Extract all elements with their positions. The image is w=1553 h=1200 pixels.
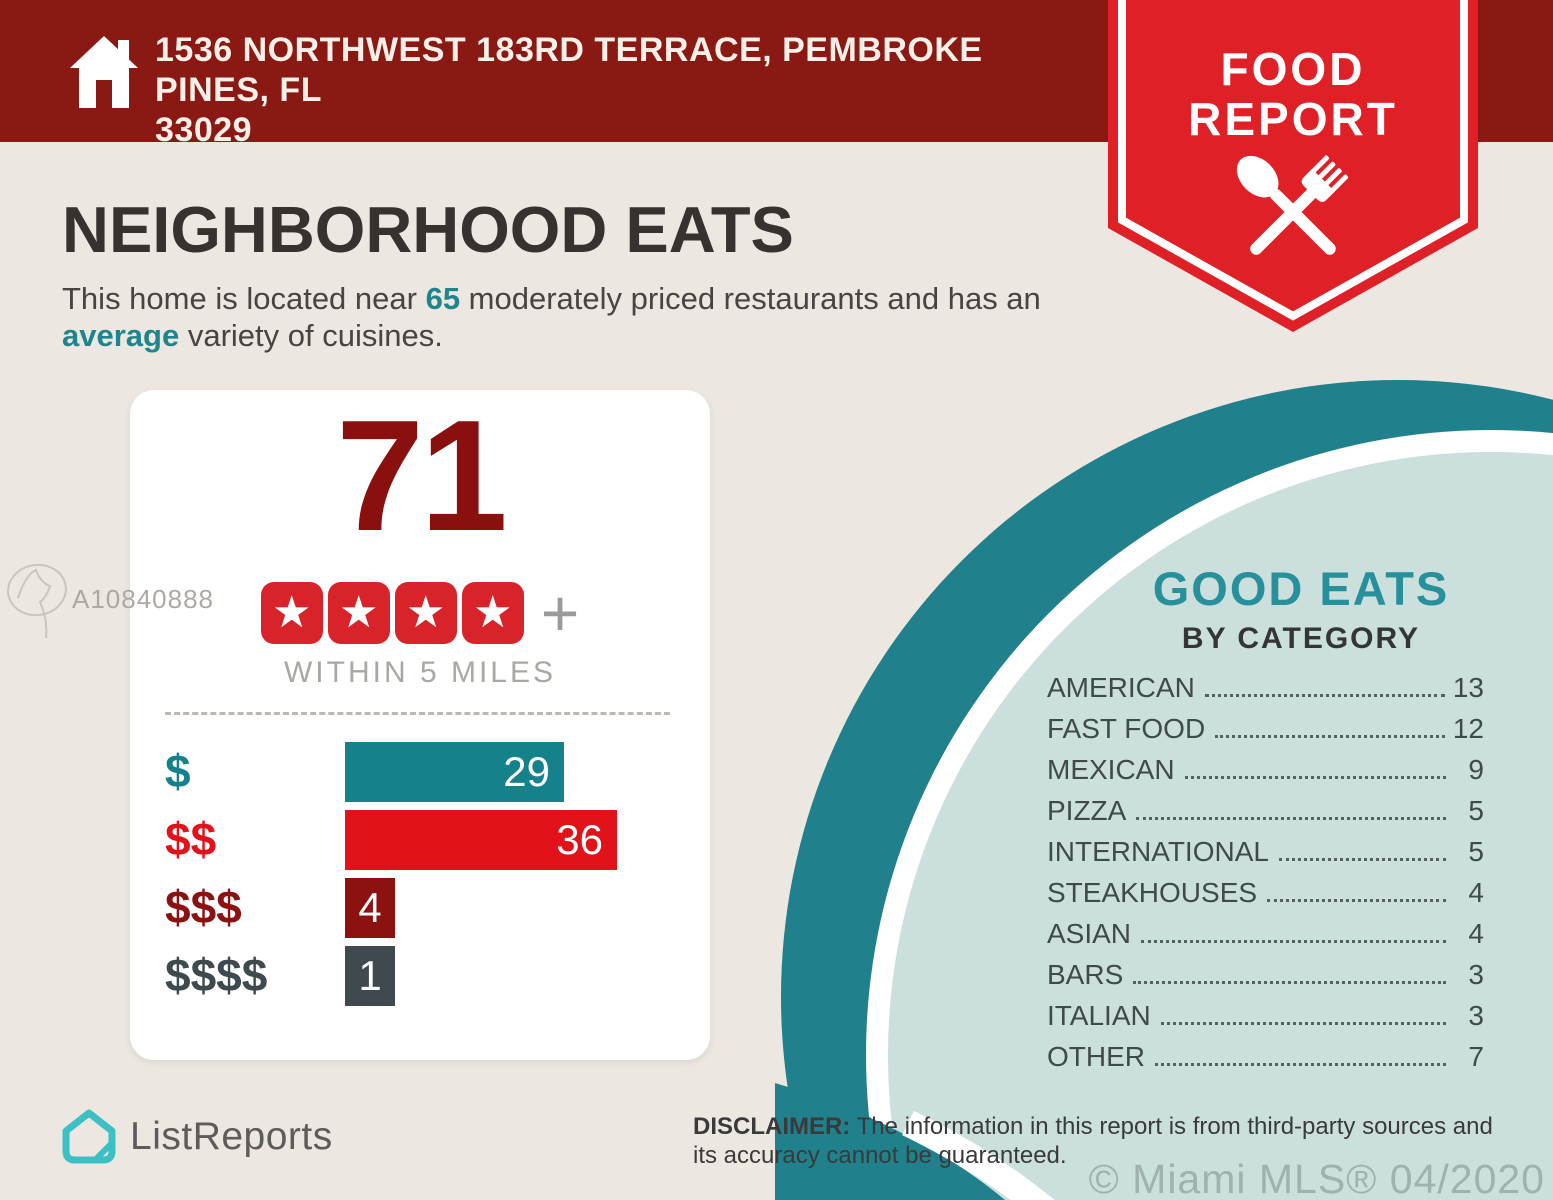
good-eats-subtitle: BY CATEGORY bbox=[1181, 622, 1421, 655]
disclaimer-label: DISCLAIMER: bbox=[693, 1113, 851, 1140]
category-row: ASIAN 4 bbox=[1047, 918, 1484, 959]
variety-highlight: average bbox=[62, 318, 180, 353]
page-title: NEIGHBORHOOD EATS bbox=[62, 193, 794, 266]
dotted-leader bbox=[1215, 735, 1445, 738]
category-row: OTHER 7 bbox=[1047, 1041, 1484, 1082]
listreports-logo-text: ListReports bbox=[130, 1115, 333, 1158]
food-report-ribbon: FOOD REPORT bbox=[1108, 0, 1478, 332]
star-rating: ★ ★ ★ ★ + bbox=[130, 580, 710, 646]
good-eats-header: GOOD EATS BY CATEGORY bbox=[1051, 561, 1551, 656]
dotted-leader bbox=[1155, 1063, 1446, 1066]
price-tier-bar: 4 bbox=[345, 878, 395, 938]
dotted-leader bbox=[1184, 776, 1446, 779]
star-icon: ★ bbox=[260, 582, 323, 644]
dotted-leader bbox=[1267, 899, 1446, 902]
category-count: 5 bbox=[1468, 795, 1484, 826]
category-label: STEAKHOUSES bbox=[1047, 877, 1258, 908]
price-tier-label: $$$ bbox=[165, 881, 242, 933]
category-list: AMERICAN 13 FAST FOOD 12 MEXICAN 9 PIZZA 5 INTER… bbox=[1047, 672, 1484, 1082]
category-label: OTHER bbox=[1047, 1041, 1145, 1072]
mls-credit-watermark: © Miami MLS® 04/2020 bbox=[1088, 1156, 1545, 1200]
listreports-logo-icon bbox=[62, 1109, 116, 1164]
category-count: 3 bbox=[1468, 1000, 1484, 1031]
dotted-leader bbox=[1204, 694, 1445, 697]
restaurant-count: 65 bbox=[425, 281, 461, 316]
mls-watermark-logo-icon bbox=[7, 563, 67, 639]
property-address: 1536 NORTHWEST 183RD TERRACE, PEMBROKE P… bbox=[155, 30, 1105, 150]
good-eats-title: GOOD EATS bbox=[1152, 562, 1450, 615]
summary-seg2: moderately priced restaurants and has an bbox=[460, 281, 1041, 316]
ribbon-line-1: FOOD bbox=[1221, 43, 1366, 95]
dotted-leader bbox=[1278, 858, 1446, 861]
category-label: MEXICAN bbox=[1047, 754, 1175, 785]
bar-row: $$$ 4 bbox=[130, 878, 710, 938]
category-count: 7 bbox=[1468, 1041, 1484, 1072]
category-row: ITALIAN 3 bbox=[1047, 1000, 1484, 1041]
dotted-leader bbox=[1136, 817, 1446, 820]
bar-row: $$$$ 1 bbox=[130, 946, 710, 1006]
category-label: PIZZA bbox=[1047, 795, 1127, 826]
dotted-leader bbox=[1160, 1022, 1446, 1025]
category-row: PIZZA 5 bbox=[1047, 795, 1484, 836]
price-tier-bar: 29 bbox=[345, 742, 564, 802]
category-row: STEAKHOUSES 4 bbox=[1047, 877, 1484, 918]
bar-row: $$ 36 bbox=[130, 810, 710, 870]
category-count: 9 bbox=[1468, 754, 1484, 785]
category-count: 5 bbox=[1468, 836, 1484, 867]
ribbon-line-2: REPORT bbox=[1188, 93, 1398, 145]
category-count: 4 bbox=[1468, 877, 1484, 908]
mls-id-watermark: A10840888 bbox=[6, 556, 214, 642]
address-line-1: 1536 NORTHWEST 183RD TERRACE, PEMBROKE P… bbox=[155, 31, 983, 109]
score-card: 71 ★ ★ ★ ★ + WITHIN 5 MILES $29 $$ 36 $$$ 4 $$$$ 1 bbox=[130, 390, 710, 1060]
category-label: FAST FOOD bbox=[1047, 713, 1206, 744]
category-row: BARS 3 bbox=[1047, 959, 1484, 1000]
category-count: 3 bbox=[1468, 959, 1484, 990]
dotted-leader bbox=[1141, 940, 1446, 943]
radius-label: WITHIN 5 MILES bbox=[283, 656, 557, 689]
category-count: 12 bbox=[1452, 713, 1484, 744]
restaurant-score: 71 bbox=[336, 388, 508, 564]
price-tier-bar: 1 bbox=[345, 946, 395, 1006]
listreports-logo: ListReports bbox=[60, 1108, 333, 1166]
category-label: AMERICAN bbox=[1047, 672, 1195, 703]
category-count: 13 bbox=[1452, 672, 1484, 703]
category-row: AMERICAN 13 bbox=[1047, 672, 1484, 713]
summary-seg1: This home is located near bbox=[62, 281, 426, 316]
category-label: ITALIAN bbox=[1047, 1000, 1151, 1031]
category-row: FAST FOOD 12 bbox=[1047, 713, 1484, 754]
price-tier-label: $ bbox=[165, 745, 191, 797]
address-line-2: 33029 bbox=[155, 111, 253, 149]
price-tier-label: $$ bbox=[165, 813, 217, 865]
summary-seg3: variety of cuisines. bbox=[179, 318, 443, 353]
plus-icon: + bbox=[540, 576, 580, 650]
category-count: 4 bbox=[1468, 918, 1484, 949]
category-label: ASIAN bbox=[1047, 918, 1132, 949]
spoon-fork-icon bbox=[1236, 155, 1349, 255]
dashed-divider bbox=[165, 712, 670, 715]
star-icon: ★ bbox=[461, 582, 524, 644]
summary-sentence: This home is located near 65 moderately … bbox=[62, 280, 1082, 354]
category-row: MEXICAN 9 bbox=[1047, 754, 1484, 795]
category-row: INTERNATIONAL 5 bbox=[1047, 836, 1484, 877]
category-label: BARS bbox=[1047, 959, 1124, 990]
home-icon bbox=[70, 36, 138, 108]
bar-row: $29 bbox=[130, 742, 710, 802]
star-icon: ★ bbox=[394, 582, 457, 644]
star-icon: ★ bbox=[327, 582, 390, 644]
category-label: INTERNATIONAL bbox=[1047, 836, 1269, 867]
price-tier-bar: 36 bbox=[345, 810, 617, 870]
mls-id-text: A10840888 bbox=[72, 583, 215, 614]
dotted-leader bbox=[1133, 981, 1446, 984]
price-tier-label: $$$$ bbox=[165, 949, 268, 1001]
